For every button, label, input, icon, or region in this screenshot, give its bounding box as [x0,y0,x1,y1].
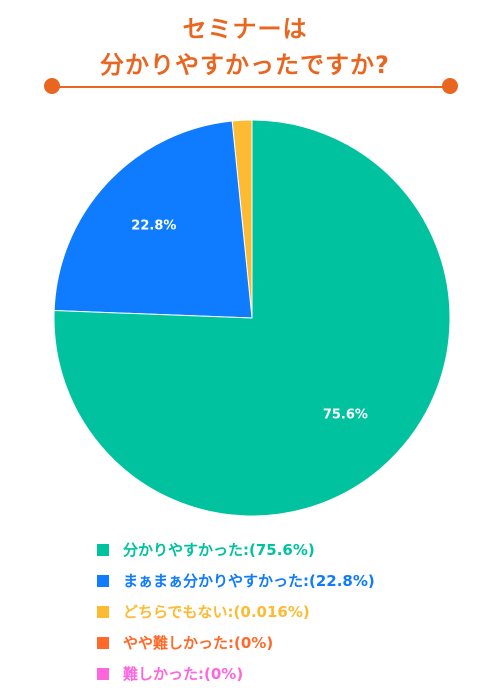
legend-swatch [97,605,109,618]
legend-swatch [97,543,109,556]
pie-slice-0 [53,119,451,517]
legend-item-0: 分かりやすかった:(75.6%) [97,534,375,565]
legend-item-4: 難しかった:(0%) [97,658,375,689]
legend-item-2: どちらでもない:(0.016%) [97,596,375,627]
divider-dot-left [44,78,60,94]
chart-legend: 分かりやすかった:(75.6%) まぁまぁ分かりやすかった:(22.8%) どち… [97,534,375,689]
divider-dot-right [442,78,458,94]
pie-slice-1 [53,120,253,319]
pie-labels: 22.8% 75.6% [131,218,368,422]
legend-label: やや難しかった:(0%) [123,634,274,652]
chart-title-line1: セミナーは [182,15,308,43]
title-divider [52,86,450,88]
pie-data-label-1: 22.8% [131,218,176,233]
legend-item-3: やや難しかった:(0%) [97,627,375,658]
legend-swatch [97,574,109,587]
legend-label: 分かりやすかった:(75.6%) [123,541,315,559]
legend-swatch [97,667,109,680]
legend-label: どちらでもない:(0.016%) [123,603,310,621]
pie-slices [53,119,451,517]
legend-label: まぁまぁ分かりやすかった:(22.8%) [123,572,375,590]
legend-swatch [97,636,109,649]
legend-item-1: まぁまぁ分かりやすかった:(22.8%) [97,565,375,596]
legend-label: 難しかった:(0%) [123,665,244,683]
pie-chart: 22.8% 75.6% [53,119,451,517]
pie-data-label-0: 75.6% [323,407,368,422]
chart-title-line2: 分かりやすかったですか? [100,51,390,79]
